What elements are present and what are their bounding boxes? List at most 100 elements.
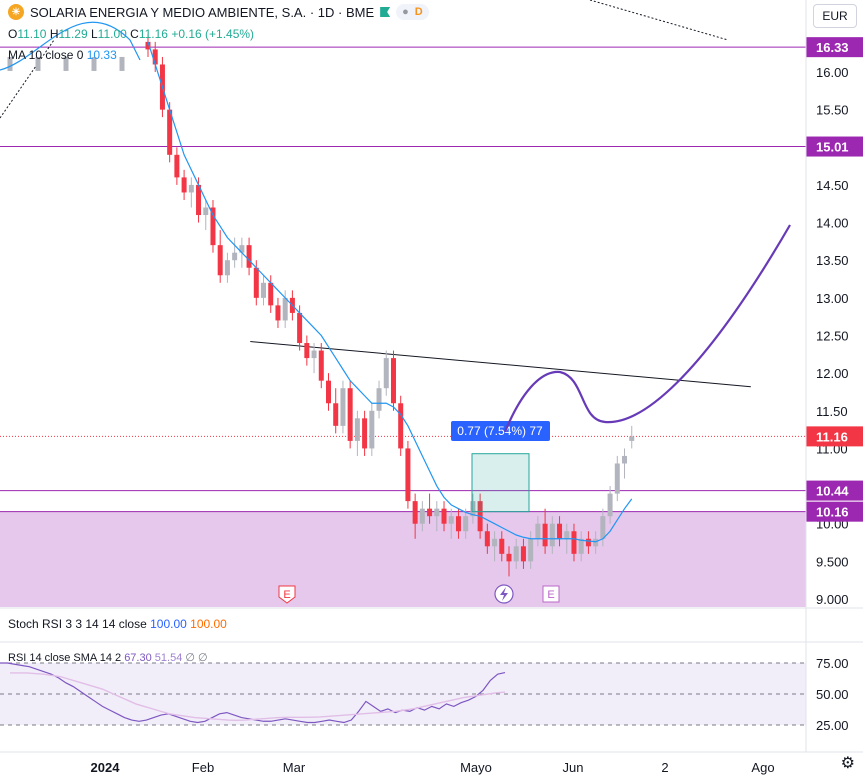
rsi-legend[interactable]: RSI 14 close SMA 14 2 67.30 51.54 ∅ ∅: [8, 651, 208, 664]
change-value: +0.16 (+1.45%): [171, 27, 255, 41]
candle-body: [441, 508, 447, 524]
candle-body: [217, 245, 223, 276]
time-tick-label: Mar: [283, 760, 306, 775]
close-value: 11.16: [138, 27, 168, 41]
projection-curve[interactable]: [503, 224, 791, 433]
price-tick-label: 16.00: [816, 65, 849, 80]
candle-body: [268, 282, 274, 306]
rsi-empty-value: ∅: [185, 652, 195, 664]
candle-body: [7, 56, 13, 71]
candle-body: [484, 531, 490, 547]
candle-body: [63, 56, 69, 71]
rsi-tick-label: 25.00: [816, 718, 849, 733]
candle-body: [398, 403, 404, 449]
ma-legend[interactable]: MA 10 close 0 10.33: [8, 48, 117, 62]
candle-body: [629, 436, 635, 441]
currency-selector[interactable]: EUR: [813, 4, 857, 28]
candle-body: [499, 538, 505, 554]
candle-body: [239, 245, 245, 253]
ma-value: 10.33: [86, 48, 117, 62]
candle-body: [35, 56, 41, 71]
earnings-marker-icon[interactable]: [278, 585, 296, 604]
candle-body: [549, 523, 555, 547]
candle-body: [419, 508, 425, 524]
candle-body: [297, 312, 303, 344]
candle-body: [434, 508, 440, 517]
price-label-text: 15.01: [816, 140, 849, 155]
candle-body: [448, 516, 454, 524]
candle-body: [622, 455, 628, 464]
rsi-sma-line: [10, 672, 506, 721]
candle-body: [261, 282, 267, 298]
candle-body: [354, 418, 360, 441]
delay-badge: D: [414, 6, 423, 18]
price-tick-label: 13.50: [816, 253, 849, 268]
status-dot-icon: ●: [402, 6, 409, 18]
stoch-rsi-label: Stoch RSI 3 3 14 14 close: [8, 617, 147, 631]
price-tick-label: 13.00: [816, 291, 849, 306]
price-label-box: [806, 480, 863, 501]
price-label-text: 16.33: [816, 40, 849, 55]
candle-body: [390, 358, 396, 404]
ohlc-legend: O11.10 H11.29 L11.00 C11.16 +0.16 (+1.45…: [8, 27, 254, 41]
price-tick-label: 12.50: [816, 329, 849, 344]
ma-line-path: [0, 21, 141, 71]
rsi-pane: [0, 662, 806, 726]
stoch-rsi-legend[interactable]: Stoch RSI 3 3 14 14 close 100.00 100.00: [8, 617, 227, 631]
price-tick-label: 14.50: [816, 178, 849, 193]
dotted-trendline[interactable]: [589, 0, 729, 41]
symbol-header[interactable]: ☀ SOLARIA ENERGIA Y MEDIO AMBIENTE, S.A.…: [8, 4, 429, 20]
time-tick-label: Mayo: [460, 760, 492, 775]
candle-body: [470, 501, 476, 517]
candle-body: [311, 350, 317, 359]
candle-body: [614, 463, 620, 494]
candle-body: [520, 546, 526, 562]
candle-body: [224, 260, 230, 276]
candle-body: [340, 388, 346, 426]
candles: [7, 34, 635, 577]
open-label: O: [8, 27, 18, 41]
candle-body: [513, 546, 519, 562]
rsi-tick-label: 75.00: [816, 656, 849, 671]
ma-label: MA 10 close 0: [8, 48, 84, 62]
candle-body: [593, 538, 599, 547]
price-label-text: 11.16: [816, 429, 848, 444]
candle-body: [210, 207, 216, 246]
open-value: 11.10: [17, 27, 47, 41]
candle-body: [167, 109, 173, 155]
candle-body: [318, 350, 324, 381]
candle-body: [326, 380, 331, 404]
price-label-box: [806, 37, 863, 58]
time-tick-label: Jun: [563, 760, 584, 775]
gear-icon[interactable]: ⚙: [840, 755, 855, 772]
price-tick-label: 12.00: [816, 366, 849, 381]
measure-tooltip-bg: [451, 421, 550, 441]
low-label: L: [90, 27, 98, 41]
candle-body: [145, 41, 151, 50]
market-open-flag-icon: [380, 7, 391, 17]
dividend-marker-icon[interactable]: [542, 585, 560, 603]
candle-body: [542, 523, 548, 547]
resistance-trendline[interactable]: [250, 341, 751, 388]
candle-body: [585, 538, 591, 547]
time-tick-label: Feb: [192, 760, 214, 775]
candle-body: [91, 56, 97, 71]
measure-box[interactable]: [471, 453, 530, 513]
measure-tooltip-text: 0.77 (7.54%) 77: [457, 424, 543, 438]
candle-body: [119, 56, 125, 71]
candle-body: [600, 516, 606, 539]
rsi-label: RSI 14 close SMA 14 2: [8, 652, 122, 664]
rsi-value: 67.30: [124, 652, 152, 664]
ma-line: [0, 21, 633, 543]
time-tick-label: 2024: [91, 760, 121, 775]
data-source-pill[interactable]: ● D: [396, 4, 429, 20]
candle-body: [455, 516, 461, 532]
candle-body: [427, 508, 433, 517]
rsi-sma-value: 51.54: [154, 652, 183, 664]
price-tick-label: 11.50: [816, 404, 848, 419]
candle-body: [528, 538, 534, 562]
candle-body: [232, 252, 238, 261]
candle-body: [347, 388, 353, 441]
candle-body: [188, 184, 194, 193]
